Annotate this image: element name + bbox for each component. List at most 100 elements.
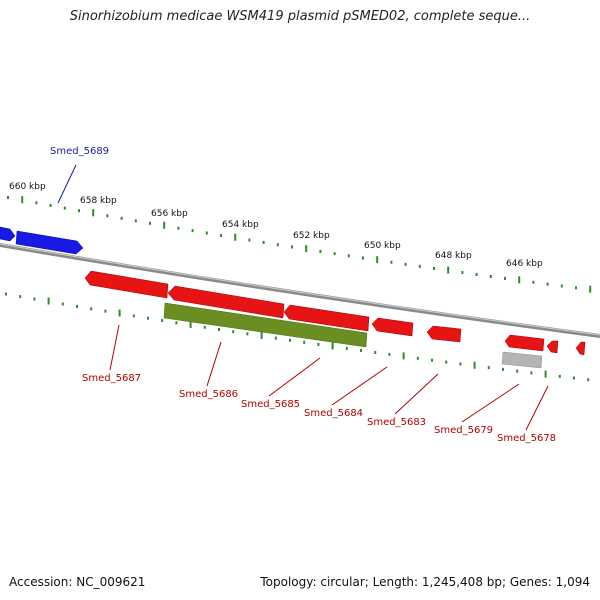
- minor-tick: [431, 358, 433, 362]
- leader-line: [331, 366, 388, 406]
- scale-label: 660 kbp: [9, 182, 46, 192]
- gene-labels: Smed_5689 Smed_5687 Smed_5686 Smed_5685 …: [50, 146, 556, 444]
- minor-tick: [530, 371, 533, 375]
- leader-line: [109, 324, 120, 371]
- reverse-gene-arrow[interactable]: [283, 304, 370, 332]
- forward-gene-arrow[interactable]: [0, 226, 16, 242]
- upper-tick-row: [7, 196, 592, 293]
- minor-tick: [61, 302, 64, 306]
- minor-tick: [374, 350, 377, 354]
- pseudo-gene-bar[interactable]: [501, 351, 543, 369]
- minor-tick: [104, 309, 107, 313]
- minor-tick: [532, 280, 535, 284]
- gene-label[interactable]: Smed_5679: [434, 425, 493, 436]
- minor-tick: [418, 264, 421, 268]
- minor-tick: [347, 254, 350, 258]
- minor-tick: [33, 297, 36, 301]
- minor-tick: [134, 219, 137, 223]
- genome-backbone-shine: [0, 243, 600, 336]
- genome-summary-text: Topology: circular; Length: 1,245,408 bp…: [260, 575, 590, 589]
- minor-tick: [175, 321, 178, 325]
- gene-label[interactable]: Smed_5689: [50, 146, 109, 157]
- minor-tick: [203, 325, 206, 329]
- leader-line: [57, 164, 77, 204]
- reverse-gene-arrow[interactable]: [546, 340, 559, 354]
- minor-tick: [587, 378, 590, 382]
- reverse-gene-arrow[interactable]: [575, 341, 586, 356]
- gene-label[interactable]: Smed_5678: [497, 433, 556, 444]
- minor-tick: [262, 240, 265, 244]
- gene-label[interactable]: Smed_5684: [304, 408, 363, 419]
- minor-tick: [49, 203, 52, 207]
- minor-tick: [248, 238, 251, 242]
- scale-label: 650 kbp: [364, 241, 401, 251]
- minor-tick: [445, 360, 448, 364]
- minor-tick: [362, 256, 364, 260]
- minor-tick: [404, 262, 407, 266]
- minor-tick: [291, 245, 293, 249]
- minor-tick: [5, 292, 7, 296]
- minor-tick: [433, 266, 435, 270]
- minor-tick: [90, 307, 93, 311]
- minor-tick: [147, 316, 149, 320]
- gene-label[interactable]: Smed_5683: [367, 417, 426, 428]
- minor-tick: [516, 369, 519, 373]
- reverse-gene-arrow[interactable]: [84, 270, 169, 299]
- lower-tick-row: [5, 292, 590, 382]
- leader-line: [206, 341, 222, 387]
- scale-label: 652 kbp: [293, 231, 330, 241]
- reverse-gene-arrow[interactable]: [167, 285, 285, 319]
- reverse-genes: [84, 270, 586, 356]
- minor-tick: [416, 356, 419, 360]
- scale-label: 658 kbp: [80, 196, 117, 206]
- scale-label: 646 kbp: [506, 259, 543, 269]
- minor-tick: [333, 252, 336, 256]
- minor-tick: [177, 226, 180, 230]
- reverse-gene-arrow[interactable]: [371, 317, 414, 337]
- minor-tick: [388, 352, 391, 356]
- forward-genes: [0, 226, 84, 255]
- minor-tick: [35, 201, 38, 205]
- minor-tick: [560, 284, 563, 288]
- minor-tick: [161, 319, 164, 323]
- major-tick: [518, 276, 521, 284]
- leader-line: [525, 385, 549, 431]
- major-tick: [92, 209, 95, 217]
- major-tick: [118, 309, 121, 317]
- minor-tick: [317, 342, 320, 346]
- minor-tick: [461, 271, 464, 275]
- minor-tick: [475, 273, 478, 277]
- minor-tick: [345, 346, 348, 350]
- leader-line: [394, 373, 439, 415]
- gene-label[interactable]: Smed_5686: [179, 389, 238, 400]
- gene-label[interactable]: Smed_5687: [82, 373, 141, 384]
- minor-tick: [7, 196, 9, 200]
- scale-label: 656 kbp: [151, 209, 188, 219]
- forward-gene-arrow[interactable]: [15, 230, 84, 255]
- map-title: Sinorhizobium medicae WSM419 plasmid pSM…: [69, 9, 531, 24]
- minor-tick: [220, 233, 222, 237]
- major-tick: [21, 196, 24, 204]
- minor-tick: [19, 295, 22, 299]
- accession-text: Accession: NC_009621: [9, 575, 146, 589]
- minor-tick: [319, 249, 322, 253]
- minor-tick: [558, 374, 561, 378]
- rna-gene-bar[interactable]: [163, 302, 368, 348]
- minor-tick: [120, 216, 123, 220]
- minor-tick: [502, 367, 504, 371]
- reverse-gene-arrow[interactable]: [426, 325, 462, 343]
- minor-tick: [205, 231, 208, 235]
- minor-tick: [63, 206, 66, 210]
- reverse-gene-arrow[interactable]: [504, 334, 545, 352]
- major-tick: [189, 321, 192, 329]
- minor-tick: [218, 327, 220, 331]
- minor-tick: [289, 338, 291, 342]
- minor-tick: [132, 314, 135, 318]
- gene-label[interactable]: Smed_5685: [241, 399, 300, 410]
- major-tick: [234, 233, 237, 241]
- minor-tick: [149, 221, 151, 225]
- major-tick: [47, 297, 50, 305]
- minor-tick: [106, 214, 109, 218]
- minor-tick: [78, 209, 80, 213]
- minor-tick: [360, 348, 362, 352]
